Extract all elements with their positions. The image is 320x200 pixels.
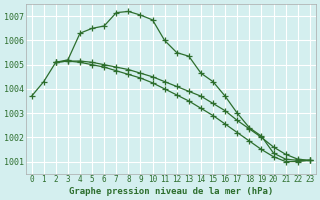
X-axis label: Graphe pression niveau de la mer (hPa): Graphe pression niveau de la mer (hPa) bbox=[68, 187, 273, 196]
